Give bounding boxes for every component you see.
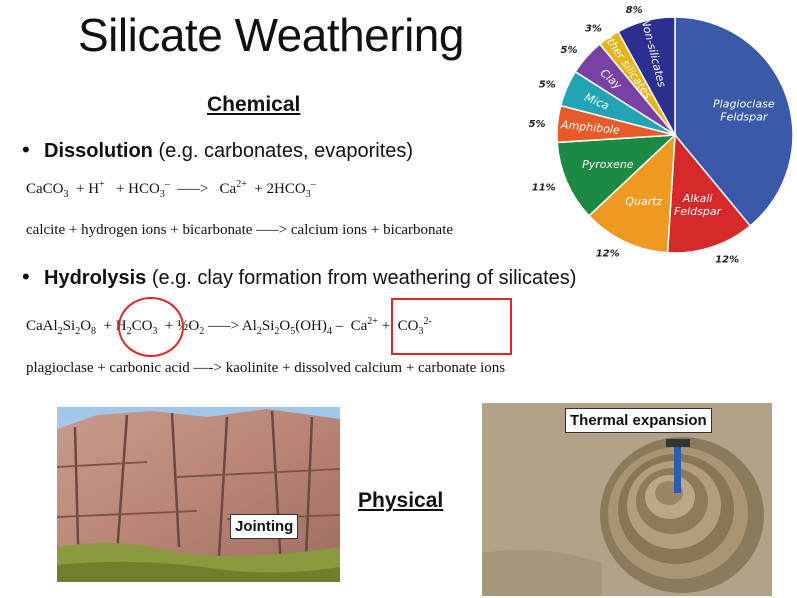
- pct-label-quartz: 12%: [596, 249, 620, 260]
- dissolution-desc: (e.g. carbonates, evaporites): [152, 140, 414, 162]
- hydrolysis-desc: (e.g. clay formation from weathering of …: [146, 267, 577, 289]
- h2co3-highlight-circle: [118, 297, 184, 357]
- pie-slice-quartz: [587, 133, 676, 254]
- slice-label-quartz: Quartz: [625, 195, 662, 208]
- exfoliation-rock-image: [482, 403, 772, 596]
- mineral-pie-chart: Plagioclase Feldspar Alkali Feldspar Quartz P…: [529, 5, 794, 266]
- hydrolysis-equation: CaAl2Si2O8 + H2CO3 + ½O2 —–> Al2Si2O5(OH…: [26, 316, 432, 337]
- dissolution-equation: CaCO3 + H+ + HCO3– —–> Ca2+ + 2HCO3–: [26, 179, 316, 200]
- dissolution-bullet: • Dissolution (e.g. carbonates, evaporite…: [22, 137, 413, 163]
- pie-slice-alkali-feldspar: [666, 133, 752, 254]
- physical-heading: Physical: [358, 489, 444, 512]
- slice-label-pyroxene: Pyroxene: [582, 158, 634, 171]
- pct-label-alkali-feldspar: 12%: [715, 255, 739, 266]
- pct-label-pyroxene: 11%: [532, 183, 556, 194]
- hydrolysis-bullet: • Hydrolysis (e.g. clay formation from we…: [22, 264, 576, 290]
- hydrolysis-word-equation: plagioclase + carbonic acid —-> kaolinit…: [26, 360, 506, 376]
- pct-label-other-silicates: 3%: [585, 23, 602, 34]
- slide-title: Silicate Weathering: [78, 9, 464, 61]
- pie-slices: [556, 16, 794, 254]
- slice-label-alkali-feldspar: Alkali Feldspar: [674, 192, 723, 218]
- jointing-label: Jointing: [230, 514, 299, 539]
- pct-label-mica: 5%: [539, 79, 556, 90]
- jointing-rock-image: [57, 407, 340, 582]
- dissolution-word-equation: calcite + hydrogen ions + bicarbonate —–…: [26, 222, 454, 238]
- pie-percent-labels: 39%12%12%11%5%5%5%3%8%: [529, 5, 740, 266]
- pct-label-amphibole: 5%: [529, 119, 546, 130]
- pct-label-non-silicates: 8%: [626, 5, 643, 16]
- pie-slice-non-silicates: [617, 16, 676, 136]
- thermal-expansion-photo: [482, 403, 772, 596]
- pie-slice-pyroxene: [556, 134, 678, 217]
- bullet-dot: •: [22, 137, 30, 162]
- jointing-photo: [57, 407, 340, 582]
- bullet-dot: •: [22, 264, 30, 289]
- slice-label-amphibole: Amphibole: [559, 118, 620, 137]
- pct-label-clay: 5%: [561, 45, 578, 56]
- slice-label-plagioclase-feldspar: Plagioclase Feldspar: [713, 98, 775, 124]
- dissolution-term: Dissolution: [44, 140, 153, 162]
- ions-highlight-box: [391, 298, 512, 355]
- thermal-expansion-label: Thermal expansion: [565, 408, 712, 433]
- hydrolysis-term: Hydrolysis: [44, 267, 147, 289]
- chemical-heading: Chemical: [207, 93, 301, 116]
- pie-slice-plagioclase-feldspar: [674, 16, 794, 227]
